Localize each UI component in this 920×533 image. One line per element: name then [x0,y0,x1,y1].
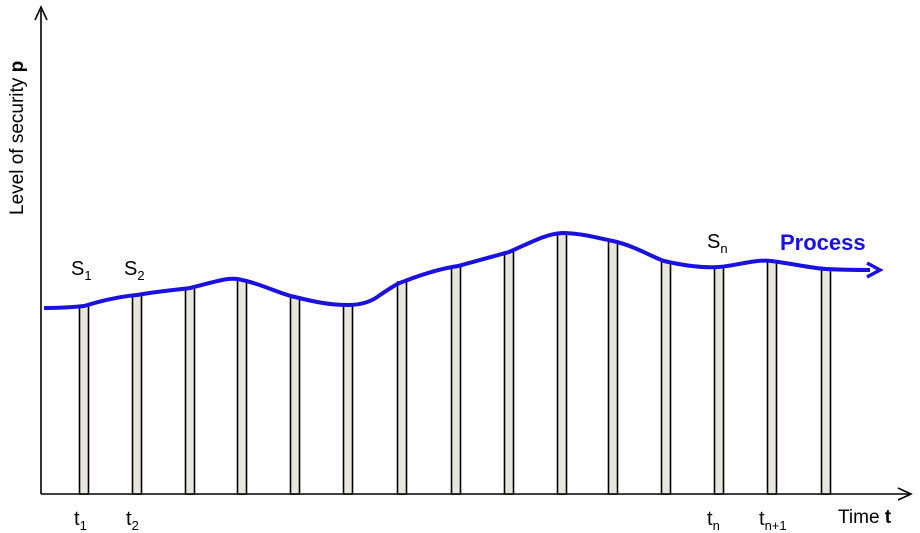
time-label-tn1: tn+1 [759,508,787,533]
state-bar-5 [289,296,301,495]
state-bar-1 [78,305,90,495]
state-bar-13 [713,266,725,495]
time-label-t2: t2 [126,508,139,533]
state-bar-6 [342,304,354,495]
state-label-s1: S1 [71,258,92,283]
state-bar-12 [660,260,672,495]
process-arrowhead [866,261,884,279]
process-label: Process [780,230,866,255]
process-curve [43,230,871,310]
state-bar-8 [450,265,462,495]
x-axis-arrowhead [897,487,913,501]
state-bar-2 [131,294,143,495]
state-label-sn: Sn [707,231,728,256]
state-bar-3 [184,287,196,495]
y-axis-arrowhead [34,5,48,21]
state-bar-11 [607,240,619,495]
y-axis-label: Level of security p [7,61,28,215]
state-bars [78,232,832,495]
time-label-tn: tn [707,508,720,533]
state-label-s2: S2 [124,258,145,283]
state-bar-14 [766,260,778,495]
state-bar-7 [396,281,408,495]
state-bar-9 [503,251,515,495]
state-bar-4 [236,279,248,495]
time-label-t1: t1 [74,508,87,533]
x-axis-label: Time t [838,507,892,528]
state-bar-10 [556,232,568,495]
state-bar-15 [820,268,832,495]
